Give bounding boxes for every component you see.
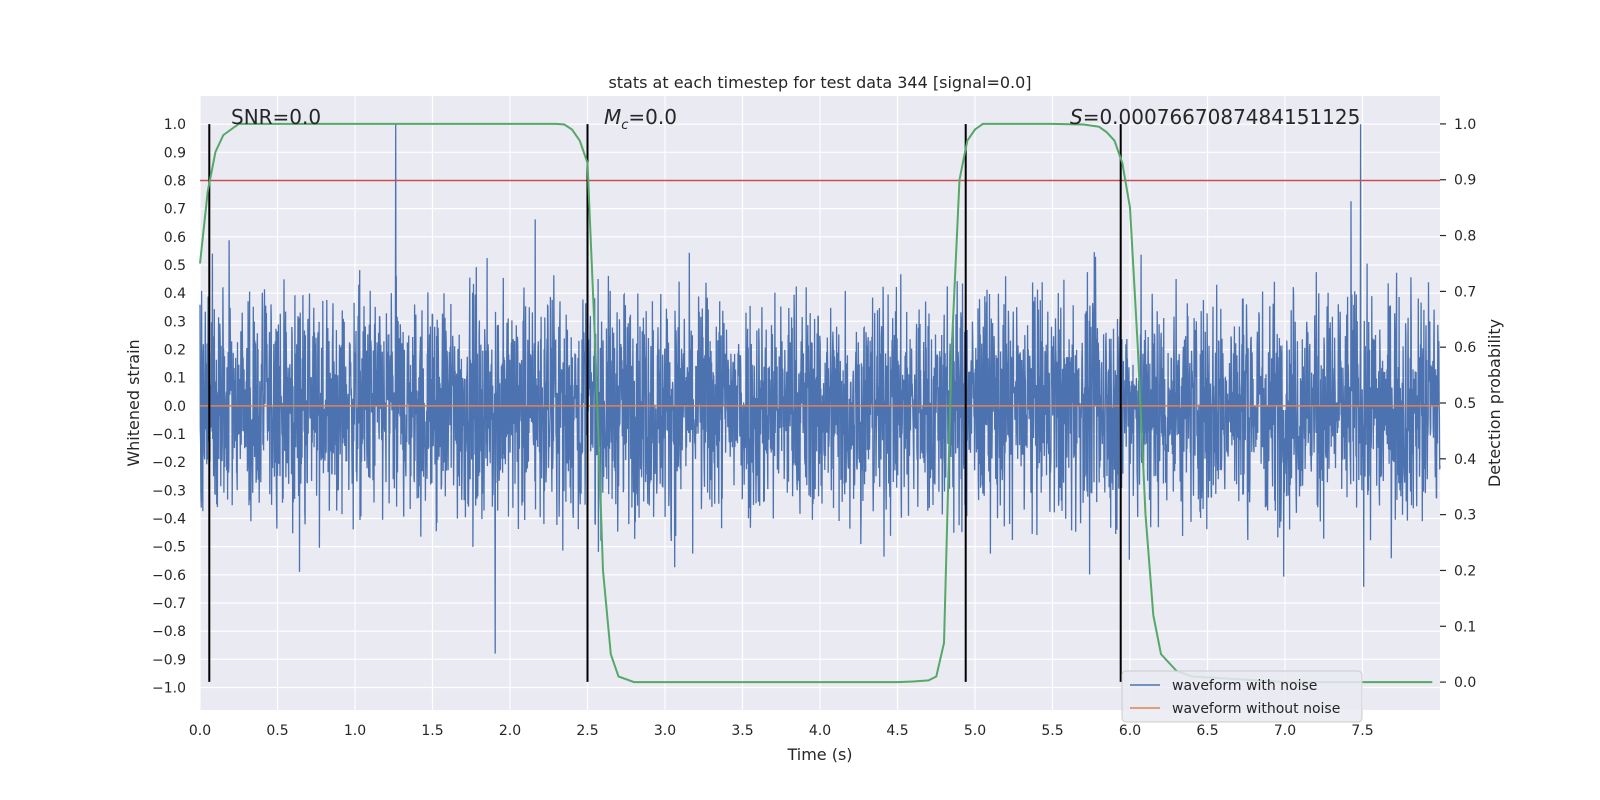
x-tick-label: 2.0	[499, 723, 521, 739]
chirp-mass-annotation: Mc=0.0	[604, 105, 677, 133]
chart-title: stats at each timestep for test data 344…	[608, 73, 1031, 92]
x-tick-label: 1.5	[421, 723, 443, 739]
y-tick-label: 0.9	[164, 145, 186, 161]
y2-tick-label: 0.0	[1454, 675, 1476, 691]
y-tick-label: −0.1	[152, 427, 186, 443]
y-tick-label: −0.2	[152, 455, 186, 471]
y-tick-label: 0.6	[164, 230, 186, 246]
x-tick-label: 3.5	[731, 723, 753, 739]
y2-tick-label: 0.9	[1454, 173, 1476, 189]
legend-label-noise: waveform with noise	[1172, 678, 1317, 694]
y-tick-label: −0.9	[152, 652, 186, 668]
y-tick-label: −0.3	[152, 483, 186, 499]
x-tick-label: 5.5	[1041, 723, 1063, 739]
y2-tick-label: 0.2	[1454, 563, 1476, 579]
legend: waveform with noise waveform without noi…	[1121, 670, 1363, 723]
x-tick-label: 6.0	[1119, 723, 1141, 739]
y2-tick-label: 0.8	[1454, 229, 1476, 245]
x-tick-label: 7.0	[1274, 723, 1296, 739]
y2-tick-label: 0.4	[1454, 452, 1476, 468]
vertical-markers	[208, 124, 1122, 682]
x-tick-label: 2.5	[576, 723, 598, 739]
y2-tick-label: 0.1	[1454, 619, 1476, 635]
snr-annotation: SNR=0.0	[231, 105, 321, 129]
y-tick-label: 0.3	[164, 314, 186, 330]
y-axis-label: Whitened strain	[124, 339, 143, 466]
y2-tick-label: 0.6	[1454, 340, 1476, 356]
y-tick-label: 1.0	[164, 117, 186, 133]
chirp-mass-value: =0.0	[628, 105, 677, 129]
s-annotation: S=0.0007667087484151125	[1070, 105, 1360, 129]
y2-tick-label: 0.5	[1454, 396, 1476, 412]
noise-trace	[199, 124, 1441, 654]
y-tick-label: −0.8	[152, 624, 186, 640]
s-value: =0.0007667087484151125	[1083, 105, 1361, 129]
x-tick-label: 4.0	[809, 723, 831, 739]
waveform-with-noise-series	[199, 124, 1441, 654]
legend-box	[1121, 670, 1363, 723]
x-tick-label: 7.5	[1351, 723, 1373, 739]
y2-tick-label: 0.3	[1454, 508, 1476, 524]
y2-axis-label: Detection probability	[1485, 319, 1504, 487]
x-tick-label: 3.0	[654, 723, 676, 739]
x-tick-label: 4.5	[886, 723, 908, 739]
x-tick-label: 0.0	[189, 723, 211, 739]
y-tick-label: 0.7	[164, 202, 186, 218]
y-tick-label: 0.8	[164, 173, 186, 189]
y-axis-ticks: 1.0 0.9 0.8 0.7 0.6 0.5 0.4 0.3 0.2 0.1 0.0 −0.1 −0.…	[152, 117, 186, 696]
y2-axis-ticks: 1.0 0.9 0.8 0.7 0.6 0.5 0.4 0.3 0.2 0.1 0.0	[1440, 117, 1476, 691]
x-axis-label: Time (s)	[786, 745, 852, 764]
s-symbol: S	[1070, 105, 1083, 129]
y2-tick-label: 0.7	[1454, 284, 1476, 300]
y-tick-label: 0.5	[164, 258, 186, 274]
y-tick-label: 0.0	[164, 399, 186, 415]
chirp-mass-subscript: c	[621, 118, 628, 133]
y-tick-label: −0.5	[152, 540, 186, 556]
y-tick-label: 0.4	[164, 286, 186, 302]
x-tick-label: 0.5	[266, 723, 288, 739]
legend-label-clean: waveform without noise	[1172, 701, 1340, 717]
y-tick-label: −1.0	[152, 680, 186, 696]
y-tick-label: 0.2	[164, 342, 186, 358]
y-tick-label: −0.4	[152, 511, 186, 527]
y2-tick-label: 1.0	[1454, 117, 1476, 133]
chirp-mass-symbol: M	[604, 105, 621, 129]
x-axis-ticks: 0.0 0.5 1.0 1.5 2.0 2.5 3.0 3.5 4.0 4.5 5.0 5.5 6.0 6…	[189, 723, 1374, 739]
y-tick-label: 0.1	[164, 371, 186, 387]
x-tick-label: 1.0	[344, 723, 366, 739]
x-tick-label: 6.5	[1196, 723, 1218, 739]
y-tick-label: −0.6	[152, 568, 186, 584]
x-tick-label: 5.0	[964, 723, 986, 739]
y-tick-label: −0.7	[152, 596, 186, 612]
detection-probability-series	[199, 122, 1433, 684]
